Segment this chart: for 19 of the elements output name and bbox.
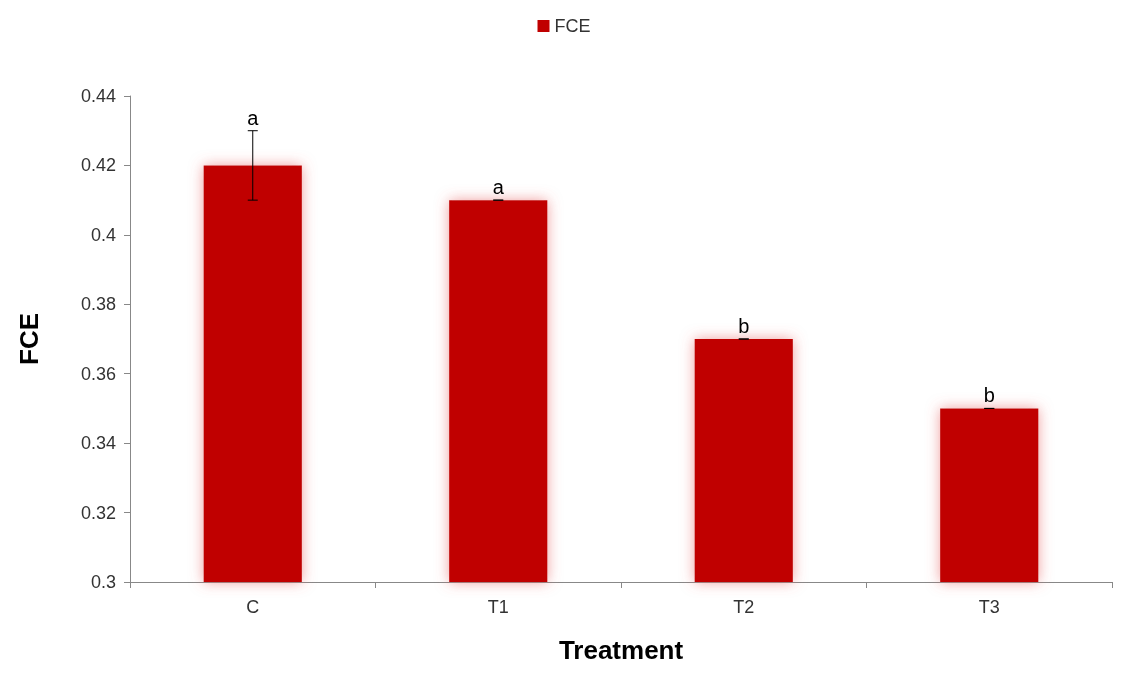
annotation: b (738, 315, 750, 337)
y-tick-label: 0.36 (80, 363, 116, 384)
x-tick-label: C (246, 597, 260, 617)
annotation: a (247, 106, 260, 129)
x-axis-title: Treatment (558, 635, 684, 665)
y-tick-label: 0.32 (80, 502, 116, 523)
y-tick-label: 0.4 (90, 224, 116, 245)
x-tick-label: T3 (978, 597, 1000, 617)
y-tick-label: 0.42 (80, 155, 116, 176)
y-tick-label: 0.34 (80, 433, 116, 454)
x-tick-label: T1 (487, 597, 509, 617)
y-tick-label: 0.44 (80, 86, 116, 106)
legend-label: FCE (554, 16, 591, 36)
y-tick-label: 0.3 (90, 572, 116, 592)
annotation: b (983, 384, 995, 407)
y-tick-label: 0.38 (80, 294, 116, 315)
y-axis-title: FCE (14, 313, 44, 365)
x-tick-label: T2 (733, 597, 755, 617)
annotation: a (492, 176, 505, 199)
